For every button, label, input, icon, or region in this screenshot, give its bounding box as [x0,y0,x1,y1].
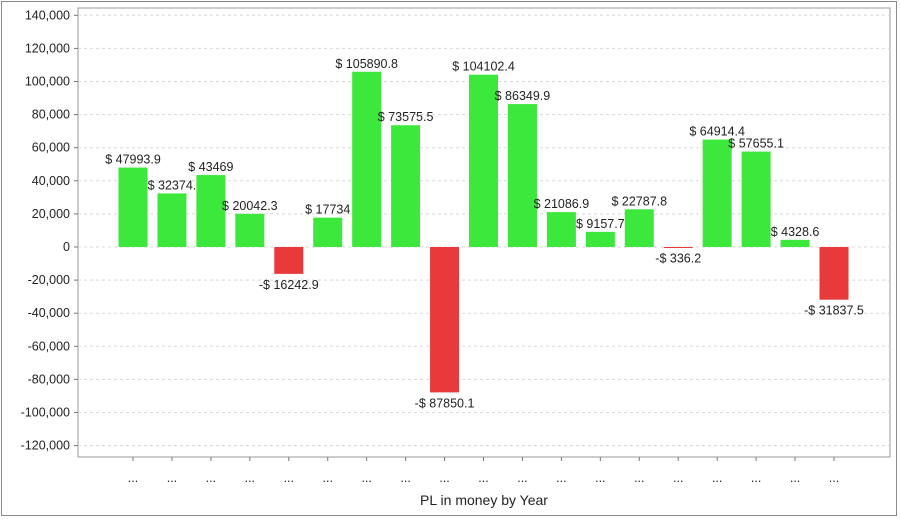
bar [352,71,382,247]
bar [469,74,498,247]
bar [585,231,615,247]
x-tick-label: ... [361,471,371,485]
data-label: -$ 87850.1 [415,396,475,410]
x-tick-label: ... [517,471,527,485]
x-tick-label: ... [167,471,177,485]
bar [819,247,849,300]
data-label: $ 17734 [305,203,350,217]
bar [391,125,421,247]
data-label: $ 21086.9 [534,197,590,211]
bar [780,239,810,247]
data-label: $ 4328.6 [771,225,820,239]
data-label: $ 104102.4 [452,60,515,74]
bar [430,247,460,393]
x-tick-label: ... [712,471,722,485]
x-tick-label: ... [128,471,138,485]
x-tick-label: ... [673,471,683,485]
bar [624,209,654,247]
bar [157,193,187,247]
bar [313,217,343,247]
y-tick-label: 100,000 [25,75,70,89]
bar [118,167,148,247]
data-label: -$ 16242.9 [259,278,319,292]
data-label: $ 32374. [148,178,197,192]
x-tick-label: ... [323,471,333,485]
x-tick-label: ... [206,471,216,485]
y-tick-label: -100,000 [21,406,70,420]
y-tick-label: 140,000 [25,8,70,22]
data-label: $ 64914.4 [689,125,745,139]
x-tick-label: ... [245,471,255,485]
data-label: $ 20042.3 [222,199,278,213]
x-tick-label: ... [400,471,410,485]
y-tick-label: -60,000 [28,339,70,353]
bar [507,104,537,247]
y-tick-label: -80,000 [28,372,70,386]
data-label: $ 22787.8 [611,194,667,208]
data-label: $ 57655.1 [728,137,784,151]
y-tick-label: 80,000 [32,108,70,122]
bar [546,212,576,247]
x-tick-label: ... [829,471,839,485]
bar [196,175,226,247]
bar [702,139,732,247]
data-label: $ 105890.8 [335,57,398,71]
x-tick-label: ... [478,471,488,485]
y-tick-label: -40,000 [28,306,70,320]
y-tick-label: 0 [63,240,70,254]
x-tick-label: ... [284,471,294,485]
y-tick-label: -120,000 [21,439,70,453]
data-label: $ 43469 [188,160,233,174]
data-label: -$ 31837.5 [804,304,864,318]
x-tick-label: ... [556,471,566,485]
x-tick-label: ... [634,471,644,485]
x-tick-label: ... [790,471,800,485]
bar [741,151,771,247]
data-label: $ 86349.9 [495,89,551,103]
bar [235,213,265,247]
y-tick-label: 20,000 [32,207,70,221]
x-tick-label: ... [439,471,449,485]
x-tick-label: ... [595,471,605,485]
bar [274,247,304,274]
y-tick-label: 40,000 [32,174,70,188]
x-tick-label: ... [751,471,761,485]
data-label: -$ 336.2 [655,252,701,266]
data-label: $ 47993.9 [105,153,161,167]
data-label: $ 9157.7 [576,217,625,231]
y-tick-label: -20,000 [28,273,70,287]
y-tick-label: 120,000 [25,41,70,55]
x-axis-label: PL in money by Year [420,492,548,508]
data-label: $ 73575.5 [378,110,434,124]
y-tick-label: 60,000 [32,141,70,155]
bar [663,247,693,248]
